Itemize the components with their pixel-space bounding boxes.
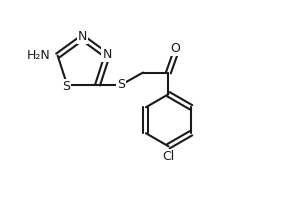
Text: O: O — [171, 42, 181, 55]
Text: S: S — [117, 78, 125, 91]
Text: N: N — [102, 48, 112, 61]
Text: H₂N: H₂N — [27, 49, 50, 62]
Text: S: S — [62, 80, 70, 93]
Text: N: N — [78, 30, 87, 43]
Text: Cl: Cl — [162, 150, 175, 163]
